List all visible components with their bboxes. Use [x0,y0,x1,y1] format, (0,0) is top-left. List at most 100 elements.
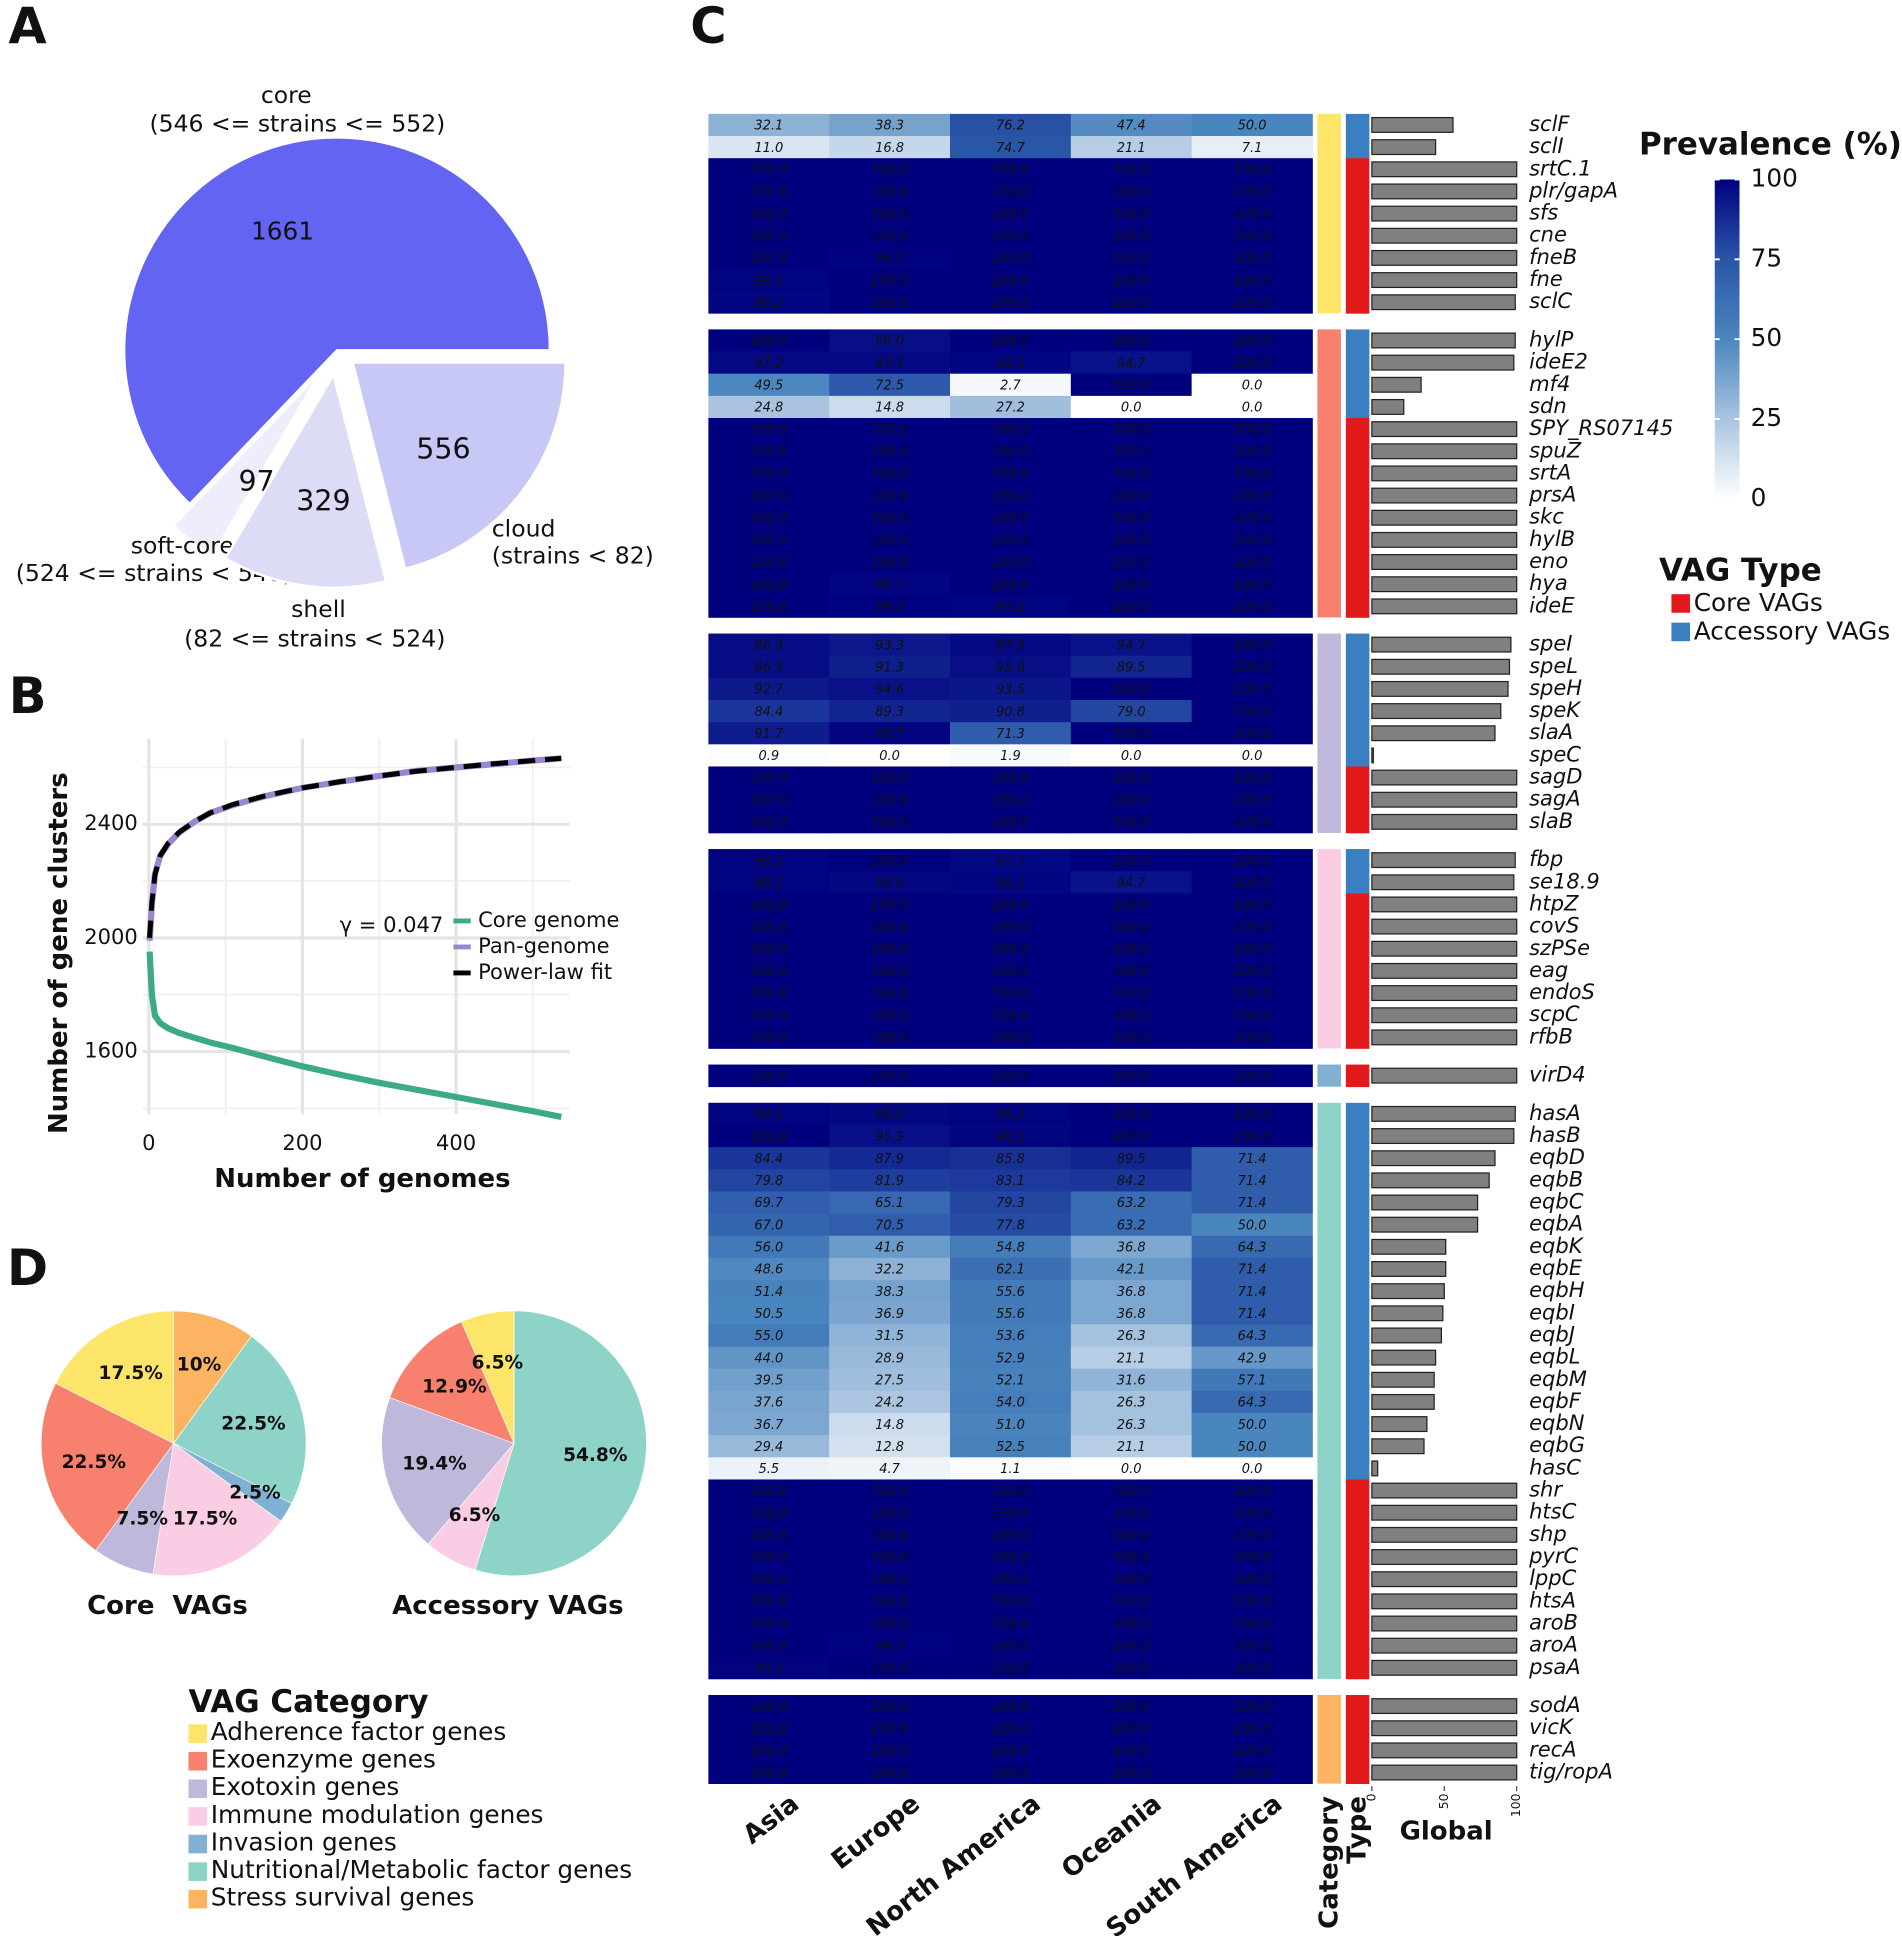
heat-cell [1191,981,1313,1005]
heat-cell [1191,871,1313,894]
cell-label: 100.0 [871,534,908,549]
cell-label: 100.0 [1233,793,1270,808]
heat-cell [708,744,830,767]
gene-label: eag [1529,957,1568,982]
gene-label: fbp [1529,846,1563,871]
heat-cell [708,849,830,872]
global-bar [1371,1371,1435,1388]
heat-cell [1191,1124,1313,1148]
heat-cell [950,722,1072,745]
gene-label: SPY_RS07145 [1529,415,1673,441]
column-label: Global [1400,1817,1493,1847]
heat-cell [950,1213,1072,1237]
cell-label: 74.7 [996,141,1026,156]
heat-cell [708,418,830,441]
heat-cell [708,1346,830,1370]
cell-label: 100.0 [992,252,1029,267]
cell-label: 100.0 [992,793,1029,808]
heat-cell [708,484,830,508]
legend-label: Adherence factor genes [211,1717,507,1746]
category-strip [1317,1102,1341,1679]
slice-value: 329 [296,485,350,518]
heat-cell [829,655,951,679]
cell-label: 98.1 [996,876,1025,891]
gene-label: fne [1529,266,1563,291]
cell-label: 99.1 [754,854,783,869]
heat-cell [950,484,1072,508]
heat-cell [829,1302,951,1325]
cell-label: 100.0 [750,942,787,957]
gene-label: eqbH [1529,1277,1585,1302]
heat-cell [1191,633,1313,657]
gene-label: htsA [1529,1587,1576,1612]
heat-cell [1070,462,1193,485]
cell-label: 100.0 [1113,1031,1150,1046]
type-cell [1345,1413,1370,1436]
heat-cell [829,1213,951,1237]
cell-label: 100.0 [750,185,787,200]
cell-label: 1.9 [1000,749,1021,764]
heat-cell [1070,224,1193,248]
heat-cell [950,655,1072,679]
cell-label: 100.0 [992,942,1029,957]
cell-label: 0.0 [1242,401,1263,416]
heat-cell [950,573,1072,596]
heat-cell [1070,113,1193,137]
heat-cell [1191,1390,1313,1414]
cell-label: 100.0 [750,898,787,913]
cell-label: 71.4 [1238,1263,1267,1278]
global-bar [1371,1659,1518,1676]
cell-label: 100.0 [1233,942,1270,957]
gene-label: plr/gapA [1528,177,1618,202]
heat-cell [1070,1634,1193,1658]
cell-label: 100.0 [992,1484,1029,1499]
cell-label: 100.0 [992,771,1029,786]
heat-cell [708,1545,830,1569]
legend-swatch [1671,594,1690,613]
type-cell [1345,744,1370,767]
cell-label: 100.0 [1233,1639,1270,1654]
type-cell [1345,158,1370,181]
heat-cell [708,981,830,1005]
heat-cell [829,937,951,961]
cell-label: 29.4 [754,1440,783,1455]
heat-cell [829,418,951,441]
cell-label: 79.8 [754,1174,783,1189]
cell-label: 100.0 [1113,379,1150,394]
heat-cell [950,1004,1072,1027]
type-cell [1345,1739,1370,1762]
heat-cell [1191,1612,1313,1635]
gene-label: speH [1529,675,1582,700]
cell-label: 100.0 [871,1069,908,1084]
heat-cell [1070,1169,1193,1192]
heat-cell [1070,484,1193,508]
cell-label: 100.0 [871,965,908,980]
heat-cell [1070,1656,1193,1680]
heat-cell [1070,1612,1193,1635]
heat-cell [1191,915,1313,939]
heat-cell [1191,113,1313,137]
type-cell [1345,633,1370,657]
heat-cell [1070,1257,1193,1281]
gene-label: eqbN [1529,1410,1585,1435]
heat-cell [950,1280,1072,1303]
cell-label: 100.0 [871,556,908,571]
cell-label: 94.7 [1117,876,1147,891]
heat-cell [1191,700,1313,723]
heat-cell [829,893,951,916]
heat-cell [829,440,951,463]
cell-label: 21.1 [1117,1440,1146,1455]
cell-label: 63.2 [1117,1196,1146,1211]
global-bar [1371,703,1502,720]
heat-cell [1070,1390,1193,1414]
heat-cell [829,1634,951,1658]
cell-label: 51.0 [996,1418,1025,1433]
gene-label: eqbM [1529,1366,1587,1391]
global-bar [1371,1698,1518,1715]
cell-label: 100.0 [871,1506,908,1521]
cell-label: 100.0 [992,920,1029,935]
heat-cell [1070,1523,1193,1547]
cell-label: 38.3 [875,1285,904,1300]
global-bar [1371,1504,1518,1521]
cell-label: 100.0 [1233,511,1270,526]
